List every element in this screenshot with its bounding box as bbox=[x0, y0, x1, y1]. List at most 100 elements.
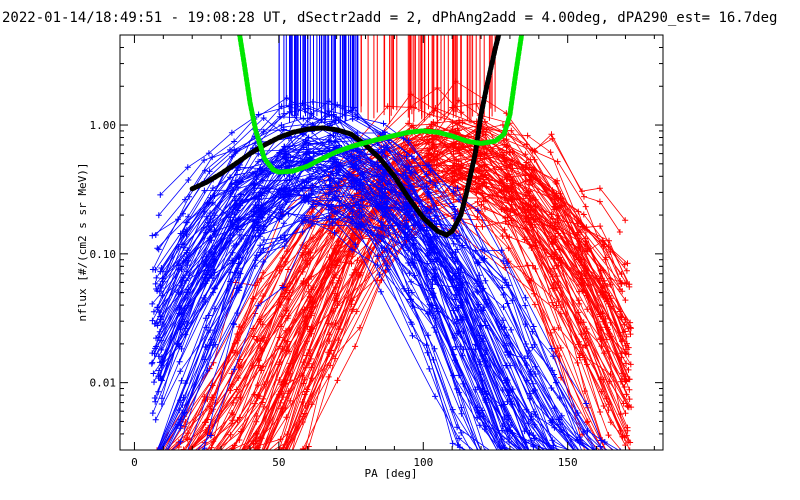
red-marker bbox=[160, 457, 166, 463]
red-marker bbox=[408, 123, 415, 130]
red-marker bbox=[575, 241, 582, 247]
blue-marker bbox=[326, 177, 333, 184]
red-marker bbox=[201, 457, 207, 463]
blue-marker bbox=[550, 457, 556, 463]
red-marker bbox=[456, 119, 463, 126]
blue-marker bbox=[508, 326, 515, 333]
red-marker bbox=[584, 418, 591, 425]
red-marker bbox=[227, 457, 233, 463]
red-marker bbox=[532, 175, 539, 182]
red-marker bbox=[151, 457, 157, 463]
red-marker bbox=[159, 457, 165, 463]
red-marker bbox=[597, 223, 604, 230]
blue-marker bbox=[577, 456, 583, 462]
blue-marker bbox=[528, 457, 534, 463]
blue-marker bbox=[608, 457, 614, 463]
blue-marker bbox=[578, 457, 584, 463]
blue-marker bbox=[581, 457, 587, 463]
blue-marker bbox=[550, 457, 556, 463]
blue-marker bbox=[479, 455, 485, 461]
blue-marker bbox=[578, 457, 584, 463]
blue-marker bbox=[255, 302, 262, 309]
blue-marker bbox=[603, 457, 609, 463]
red-marker bbox=[579, 279, 586, 286]
red-marker bbox=[203, 457, 209, 463]
blue-marker bbox=[457, 269, 464, 276]
blue-marker bbox=[527, 416, 534, 423]
blue-marker bbox=[228, 129, 235, 136]
blue-marker bbox=[457, 302, 464, 309]
red-marker bbox=[229, 445, 236, 450]
red-marker bbox=[254, 457, 260, 463]
blue-marker bbox=[579, 457, 585, 463]
red-marker bbox=[259, 457, 265, 463]
red-marker bbox=[600, 376, 607, 383]
red-marker bbox=[286, 451, 292, 457]
blue-marker bbox=[459, 279, 466, 286]
blue-marker bbox=[530, 443, 537, 450]
red-marker bbox=[623, 267, 630, 274]
red-marker bbox=[598, 388, 605, 395]
blue-marker bbox=[380, 166, 387, 173]
blue-marker bbox=[378, 218, 385, 225]
red-marker bbox=[228, 457, 234, 463]
blue-marker bbox=[527, 457, 533, 463]
x-tick-label: 150 bbox=[558, 456, 578, 469]
blue-marker bbox=[623, 457, 629, 463]
red-marker bbox=[185, 457, 191, 463]
blue-marker bbox=[618, 457, 624, 463]
blue-marker bbox=[149, 410, 156, 417]
blue-marker bbox=[627, 457, 633, 463]
blue-marker bbox=[618, 457, 624, 463]
red-marker bbox=[152, 457, 158, 463]
red-marker bbox=[618, 457, 624, 463]
red-marker bbox=[180, 457, 186, 463]
red-marker bbox=[182, 457, 188, 463]
red-marker bbox=[596, 185, 603, 192]
blue-marker bbox=[529, 328, 536, 335]
blue-marker bbox=[453, 320, 460, 327]
blue-marker bbox=[431, 206, 437, 213]
blue-marker bbox=[203, 262, 210, 269]
red-marker bbox=[549, 216, 556, 222]
blue-marker bbox=[482, 397, 489, 404]
blue-marker bbox=[622, 457, 628, 463]
blue-marker bbox=[523, 457, 529, 463]
red-marker bbox=[227, 457, 233, 463]
red-marker bbox=[204, 396, 211, 403]
red-marker bbox=[227, 457, 233, 463]
blue-marker bbox=[580, 457, 586, 463]
blue-marker bbox=[523, 457, 529, 463]
blue-marker bbox=[600, 457, 606, 463]
red-marker bbox=[212, 457, 218, 463]
blue-trace bbox=[162, 179, 503, 450]
red-marker bbox=[159, 457, 165, 463]
red-marker bbox=[285, 388, 292, 395]
blue-marker bbox=[620, 457, 626, 463]
blue-marker bbox=[579, 457, 585, 463]
blue-marker bbox=[502, 457, 508, 463]
red-marker bbox=[501, 141, 508, 148]
blue-marker bbox=[603, 457, 609, 463]
blue-marker bbox=[276, 215, 283, 222]
red-marker bbox=[607, 303, 614, 310]
blue-marker bbox=[625, 457, 631, 463]
red-marker bbox=[327, 230, 334, 237]
blue-marker bbox=[352, 241, 359, 248]
blue-marker bbox=[626, 457, 632, 463]
red-marker bbox=[152, 457, 158, 463]
blue-marker bbox=[498, 247, 505, 254]
blue-marker bbox=[618, 457, 624, 463]
blue-marker bbox=[583, 400, 590, 407]
red-marker bbox=[236, 457, 242, 463]
blue-marker bbox=[183, 268, 190, 275]
blue-marker bbox=[155, 353, 162, 360]
red-marker bbox=[455, 144, 462, 151]
red-marker bbox=[283, 381, 289, 388]
red-marker bbox=[503, 233, 510, 239]
blue-marker bbox=[502, 454, 508, 460]
blue-marker bbox=[597, 457, 603, 463]
red-trace bbox=[285, 144, 629, 450]
blue-marker bbox=[482, 277, 489, 284]
blue-marker bbox=[352, 178, 359, 185]
